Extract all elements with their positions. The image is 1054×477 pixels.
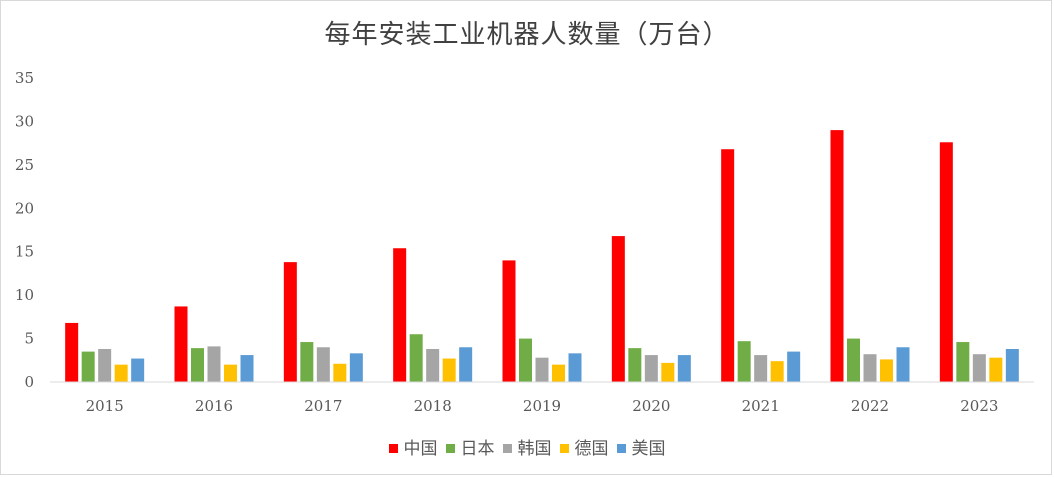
bar-2020-美国: [677, 355, 691, 382]
legend-label: 韩国: [517, 439, 552, 459]
legend-swatch: [445, 444, 455, 453]
bar-2018-德国: [442, 358, 456, 382]
legend-item: 中国: [388, 434, 438, 459]
bar-2015-中国: [65, 322, 79, 382]
bar-2017-德国: [333, 363, 347, 382]
bar-2016-日本: [191, 348, 204, 382]
bar-2016-韩国: [207, 346, 221, 382]
legend-swatch: [616, 444, 626, 453]
legend-swatch: [502, 444, 512, 453]
bar-2022-韩国: [863, 354, 877, 382]
bar-2023-日本: [956, 342, 970, 382]
x-tick-label: 2020: [632, 397, 670, 415]
y-tick-label: 30: [15, 112, 34, 130]
bar-2019-美国: [568, 353, 582, 382]
y-axis: 0 5 10 15 20 25 30 35: [15, 69, 34, 391]
bar-2021-中国: [721, 149, 735, 382]
bar-2016-德国: [224, 364, 237, 382]
x-axis: 2015 2016 2017 2018 2019 2020 2021 2022 2023: [86, 397, 999, 415]
bar-2022-美国: [896, 347, 910, 382]
bar-2022-日本: [847, 338, 860, 382]
bar-2023-韩国: [972, 354, 986, 382]
bar-2018-韩国: [426, 348, 440, 382]
bar-2020-德国: [661, 362, 675, 382]
bar-2020-中国: [611, 236, 625, 382]
legend-item: 日本: [445, 434, 495, 459]
legend-swatch: [559, 444, 569, 453]
x-tick-label: 2019: [523, 397, 561, 415]
bar-2015-日本: [81, 351, 95, 382]
bar-2023-德国: [989, 357, 1003, 382]
bars-group: [65, 130, 1019, 382]
y-tick-label: 0: [24, 373, 34, 391]
bar-2017-日本: [300, 342, 314, 382]
bar-2022-中国: [830, 130, 844, 382]
legend-label: 德国: [574, 439, 609, 459]
bar-2019-中国: [502, 260, 516, 382]
bar-2020-日本: [628, 348, 642, 382]
legend-item: 美国: [616, 434, 666, 459]
chart-title: 每年安装工业机器人数量（万台）: [324, 20, 730, 50]
y-tick-label: 25: [15, 156, 34, 174]
bar-2023-中国: [939, 142, 953, 382]
bar-2017-中国: [283, 262, 297, 382]
legend-label: 美国: [631, 439, 666, 459]
bar-2019-日本: [519, 338, 532, 382]
bar-2021-韩国: [754, 355, 768, 382]
bar-2020-韩国: [644, 355, 658, 382]
y-tick-label: 15: [15, 243, 34, 261]
bar-2015-韩国: [98, 348, 112, 382]
x-tick-label: 2017: [304, 397, 342, 415]
bar-2017-美国: [349, 353, 363, 382]
bar-2021-日本: [737, 341, 751, 382]
y-tick-label: 20: [15, 199, 34, 217]
x-tick-label: 2023: [960, 397, 998, 415]
bar-2021-美国: [787, 351, 801, 382]
legend-label: 中国: [403, 439, 438, 459]
legend-swatch: [388, 444, 398, 453]
y-tick-label: 35: [15, 69, 34, 87]
bar-2016-美国: [240, 355, 254, 382]
legend-item: 德国: [559, 434, 609, 459]
bar-2023-美国: [1005, 348, 1019, 382]
x-tick-label: 2022: [851, 397, 889, 415]
bar-2018-美国: [459, 347, 473, 382]
y-tick-label: 10: [15, 286, 34, 304]
bar-2016-中国: [174, 306, 188, 382]
bar-2017-韩国: [316, 347, 330, 382]
x-tick-label: 2016: [195, 397, 233, 415]
bar-2015-德国: [114, 364, 128, 382]
x-tick-label: 2018: [414, 397, 452, 415]
legend-item: 韩国: [502, 434, 552, 459]
bar-2021-德国: [770, 361, 784, 382]
bar-2019-德国: [552, 364, 565, 382]
legend: 中国 日本 韩国 德国 美国: [0, 434, 1054, 459]
bar-2019-韩国: [535, 357, 549, 382]
x-tick-label: 2021: [742, 397, 780, 415]
bar-2015-美国: [131, 358, 145, 382]
y-tick-label: 5: [24, 330, 34, 348]
bar-2018-中国: [393, 248, 407, 382]
bar-2018-日本: [409, 334, 423, 382]
x-tick-label: 2015: [86, 397, 124, 415]
bar-2022-德国: [880, 359, 893, 382]
legend-label: 日本: [460, 439, 495, 459]
